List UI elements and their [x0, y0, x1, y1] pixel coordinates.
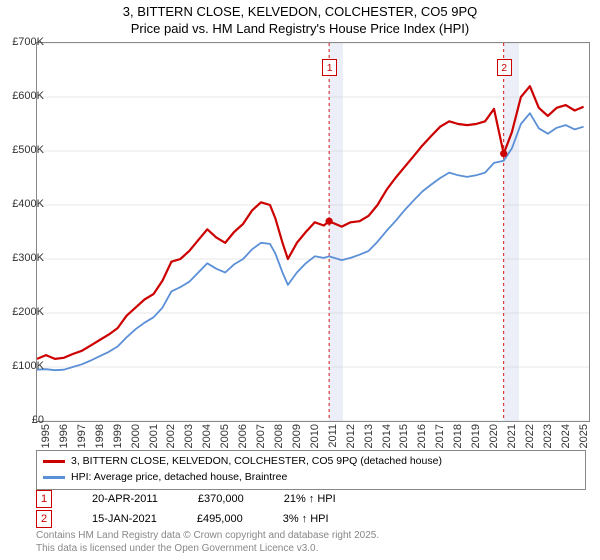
x-tick-label: 2015	[398, 424, 410, 448]
legend-label: 3, BITTERN CLOSE, KELVEDON, COLCHESTER, …	[71, 454, 442, 470]
x-tick-label: 1997	[76, 424, 88, 448]
x-tick-label: 2013	[363, 424, 375, 448]
x-tick-label: 2023	[542, 424, 554, 448]
x-tick-label: 2025	[578, 424, 590, 448]
legend-swatch	[43, 460, 65, 463]
sale-marker: 2	[36, 510, 52, 528]
y-tick-label: £500K	[12, 144, 44, 156]
x-tick-label: 2022	[524, 424, 536, 448]
y-tick-label: £700K	[12, 36, 44, 48]
x-tick-label: 2003	[183, 424, 195, 448]
x-tick-label: 2001	[148, 424, 160, 448]
x-tick-label: 2000	[130, 424, 142, 448]
x-tick-label: 1999	[112, 424, 124, 448]
sale-price: £370,000	[198, 493, 244, 505]
line-chart-svg	[37, 43, 589, 421]
x-tick-label: 2005	[219, 424, 231, 448]
sale-delta: 3% ↑ HPI	[283, 513, 329, 525]
sale-delta: 21% ↑ HPI	[284, 493, 336, 505]
x-tick-label: 2008	[273, 424, 285, 448]
title-line-1: 3, BITTERN CLOSE, KELVEDON, COLCHESTER, …	[0, 4, 600, 21]
license-line-1: Contains HM Land Registry data © Crown c…	[36, 530, 379, 543]
x-tick-label: 2014	[381, 424, 393, 448]
legend-label: HPI: Average price, detached house, Brai…	[71, 470, 287, 486]
legend-item: HPI: Average price, detached house, Brai…	[43, 470, 579, 486]
y-tick-label: £200K	[12, 306, 44, 318]
sale-date: 15-JAN-2021	[92, 513, 157, 525]
sale-row: 1 20-APR-2011 £370,000 21% ↑ HPI	[36, 490, 336, 508]
legend-swatch	[43, 476, 65, 479]
chart-marker-label: 1	[322, 59, 337, 76]
sale-date: 20-APR-2011	[92, 493, 158, 505]
x-tick-label: 2016	[416, 424, 428, 448]
x-tick-label: 2018	[452, 424, 464, 448]
sale-price: £495,000	[197, 513, 243, 525]
y-tick-label: £100K	[12, 360, 44, 372]
sale-row: 2 15-JAN-2021 £495,000 3% ↑ HPI	[36, 510, 329, 528]
chart-marker-label: 2	[497, 59, 512, 76]
x-tick-label: 2024	[560, 424, 572, 448]
x-tick-label: 2019	[470, 424, 482, 448]
y-tick-label: £400K	[12, 198, 44, 210]
legend: 3, BITTERN CLOSE, KELVEDON, COLCHESTER, …	[36, 450, 586, 490]
license-text: Contains HM Land Registry data © Crown c…	[36, 530, 379, 555]
x-tick-label: 2007	[255, 424, 267, 448]
x-tick-label: 2020	[488, 424, 500, 448]
x-tick-label: 2012	[345, 424, 357, 448]
legend-item: 3, BITTERN CLOSE, KELVEDON, COLCHESTER, …	[43, 454, 579, 470]
x-tick-label: 2010	[309, 424, 321, 448]
y-tick-label: £600K	[12, 90, 44, 102]
x-tick-label: 1996	[58, 424, 70, 448]
x-tick-label: 2009	[291, 424, 303, 448]
y-tick-label: £300K	[12, 252, 44, 264]
title-line-2: Price paid vs. HM Land Registry's House …	[0, 21, 600, 38]
x-tick-label: 2004	[201, 424, 213, 448]
plot-area: 12	[36, 42, 590, 422]
license-line-2: This data is licensed under the Open Gov…	[36, 543, 379, 556]
x-tick-label: 2011	[327, 424, 339, 448]
x-tick-label: 2017	[434, 424, 446, 448]
x-tick-label: 1995	[40, 424, 52, 448]
x-tick-label: 2002	[165, 424, 177, 448]
x-tick-label: 1998	[94, 424, 106, 448]
x-tick-label: 2021	[506, 424, 518, 448]
sale-marker: 1	[36, 490, 52, 508]
chart-container: 3, BITTERN CLOSE, KELVEDON, COLCHESTER, …	[0, 0, 600, 560]
chart-title: 3, BITTERN CLOSE, KELVEDON, COLCHESTER, …	[0, 0, 600, 38]
x-tick-label: 2006	[237, 424, 249, 448]
